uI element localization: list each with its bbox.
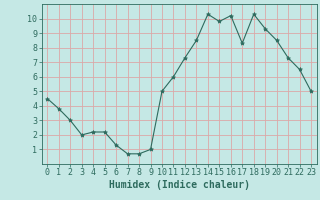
- X-axis label: Humidex (Indice chaleur): Humidex (Indice chaleur): [109, 180, 250, 190]
